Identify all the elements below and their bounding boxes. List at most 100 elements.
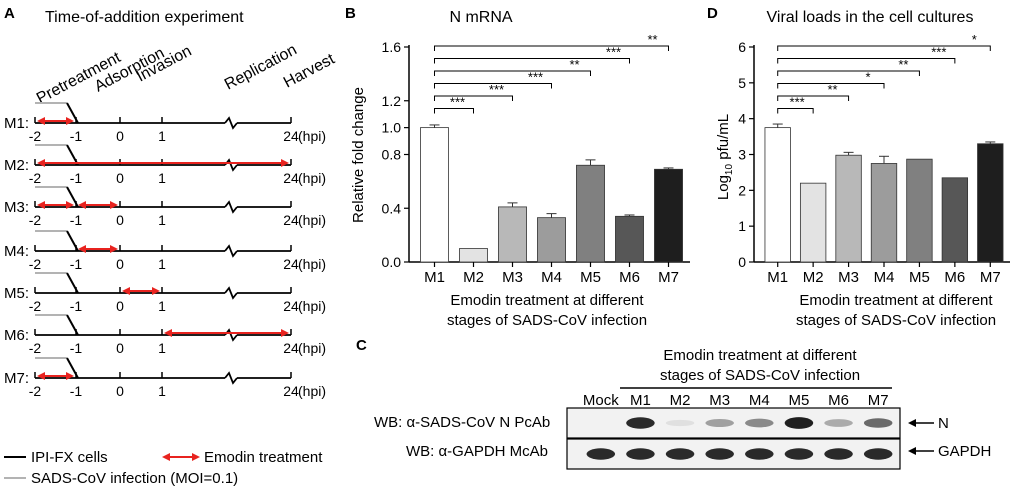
lane-label: M2 <box>670 392 691 409</box>
y-tick-label: 4 <box>738 111 746 127</box>
x-tick-label: M2 <box>463 269 484 286</box>
significance-bracket: ** <box>434 32 669 51</box>
blot-band <box>586 448 616 460</box>
blot-band <box>705 448 734 460</box>
bracket-line <box>777 95 850 101</box>
timeline-tick-label: -1 <box>70 170 83 186</box>
bracket-line <box>777 58 956 64</box>
panel-a: A Time-of-addition experiment Pretreatme… <box>4 5 338 487</box>
treatment-arrowhead-left <box>78 245 86 253</box>
blot-band <box>626 448 655 460</box>
treatment-arrowhead-left <box>164 329 172 337</box>
lane-label: M7 <box>868 392 889 409</box>
timeline-tick-label: -2 <box>29 298 42 314</box>
y-tick-label: 1.6 <box>382 39 402 55</box>
significance-bracket: *** <box>434 95 474 114</box>
bracket-line <box>434 70 591 76</box>
legend-infection-label: SADS-CoV infection (MOI=0.1) <box>31 470 238 487</box>
wb-target-n: N <box>938 415 949 432</box>
blot-band <box>626 417 655 429</box>
x-tick-label: M6 <box>619 269 640 286</box>
x-tick-label: M4 <box>541 269 562 286</box>
panel-d-letter: D <box>707 5 718 22</box>
x-tick-label: M3 <box>502 269 523 286</box>
lane-label: M1 <box>630 392 651 409</box>
wb-target-arrow-gapdh <box>908 447 934 455</box>
timeline-tick-label: 1 <box>158 256 166 272</box>
timeline-row: M1:-2 -1 0 1 24 (hpi) <box>4 102 326 144</box>
y-tick-label: 3 <box>738 147 746 163</box>
timeline-tick-label: -2 <box>29 340 42 356</box>
timeline-unit-label: (hpi) <box>298 128 326 144</box>
bracket-line <box>434 45 669 51</box>
treatment-arrowhead-right <box>66 201 74 209</box>
timeline-tick-label: 24 <box>283 170 299 186</box>
y-tick-label: 0.8 <box>382 147 402 163</box>
timeline-tick-label: 1 <box>158 212 166 228</box>
treatment-arrow <box>37 372 74 380</box>
wb-row-label-n: WB: α-SADS-CoV N PcAb <box>374 414 550 431</box>
lane-label: M4 <box>749 392 770 409</box>
treatment-arrowhead-right <box>110 245 118 253</box>
x-tick-label: M3 <box>838 269 859 286</box>
x-tick-label: M1 <box>424 269 445 286</box>
timeline-tick-label: -1 <box>70 298 83 314</box>
timeline-tick-label: 1 <box>158 340 166 356</box>
bar <box>764 127 791 263</box>
timeline-tick-label: 0 <box>116 383 124 399</box>
panel-a-letter: A <box>4 5 15 22</box>
timeline-tick-label: 1 <box>158 170 166 186</box>
timeline-row: M7:-2 -1 0 1 24 (hpi) <box>4 357 326 399</box>
treatment-arrowhead-right <box>66 117 74 125</box>
blot-band <box>863 448 893 460</box>
blot-band <box>665 419 695 427</box>
axis-break <box>224 371 238 385</box>
chart-b-xlabel-line1: Emodin treatment at different <box>450 292 644 309</box>
lane-label: M5 <box>789 392 810 409</box>
wb-target-arrow-n <box>908 419 934 427</box>
bar <box>537 217 566 263</box>
significance-bracket: *** <box>777 95 814 114</box>
significance-bracket: *** <box>434 70 552 89</box>
timeline-row: M4:-2 -1 0 1 24 (hpi) <box>4 230 326 272</box>
axis-break <box>224 328 238 342</box>
significance-stars: *** <box>489 82 504 97</box>
timeline-tick-label: 24 <box>283 383 299 399</box>
wb-row-label-gapdh: WB: α-GAPDH McAb <box>406 443 548 460</box>
blot-band <box>784 417 814 429</box>
significance-bracket: * <box>777 70 885 89</box>
timeline-row: M2:-2 -1 0 1 24 (hpi) <box>4 144 326 186</box>
timeline-tick-label: 0 <box>116 298 124 314</box>
significance-bracket: * <box>777 32 991 51</box>
bracket-line <box>434 58 630 64</box>
blot-band <box>863 418 893 428</box>
timeline-tick-label: 0 <box>116 128 124 144</box>
timeline-tick-label: 24 <box>283 298 299 314</box>
timeline-tick-label: 24 <box>283 128 299 144</box>
row-label: M6: <box>4 327 29 344</box>
panel-c: C Emodin treatment at different stages o… <box>356 337 991 470</box>
significance-stars: ** <box>828 82 838 97</box>
bar <box>835 154 862 263</box>
significance-bracket: ** <box>434 57 591 76</box>
bracket-line <box>434 83 552 89</box>
x-tick-label: M5 <box>580 269 601 286</box>
timeline-tick-label: 24 <box>283 340 299 356</box>
timeline-tick-label: -1 <box>70 256 83 272</box>
row-label: M5: <box>4 285 29 302</box>
significance-stars: ** <box>569 57 579 72</box>
treatment-arrowhead-left <box>122 287 130 295</box>
axis-break <box>224 286 238 300</box>
timeline-unit-label: (hpi) <box>298 383 326 399</box>
significance-stars: *** <box>606 45 621 60</box>
treatment-arrowhead-left <box>37 372 45 380</box>
bar <box>576 164 605 263</box>
legend-treatment-arrow <box>162 453 200 461</box>
x-tick-label: M4 <box>874 269 895 286</box>
significance-bracket: ** <box>777 82 850 101</box>
treatment-arrowhead-right <box>281 159 289 167</box>
wb-header-line2: stages of SADS-CoV infection <box>660 367 860 384</box>
bracket-line <box>434 108 474 114</box>
timeline-tick-label: 0 <box>116 340 124 356</box>
panel-a-title: Time-of-addition experiment <box>45 9 244 26</box>
